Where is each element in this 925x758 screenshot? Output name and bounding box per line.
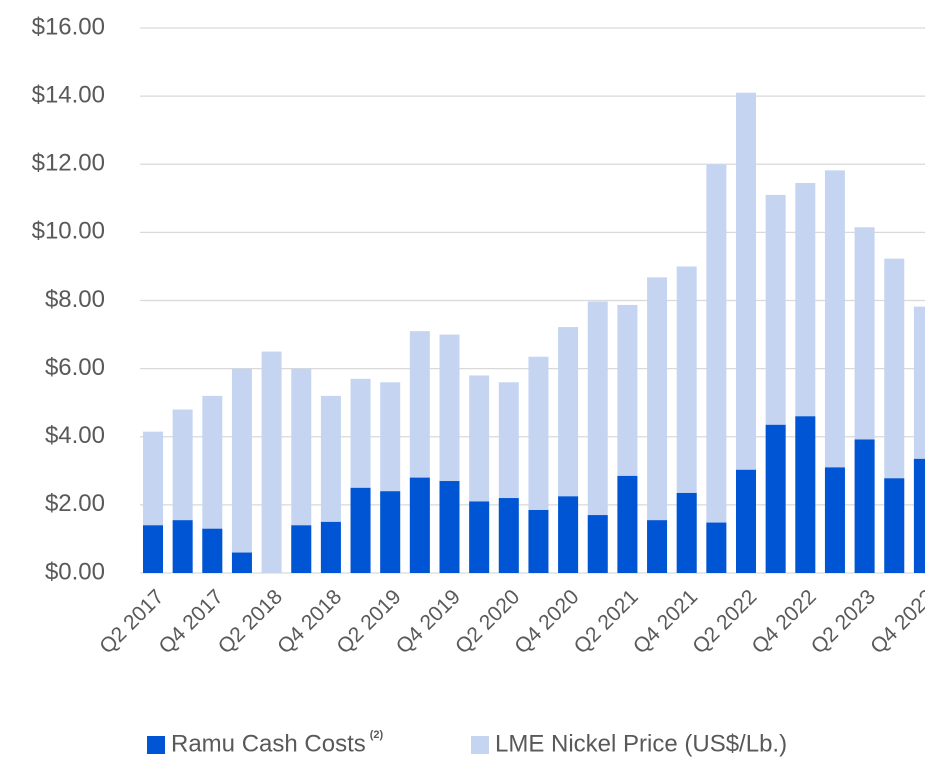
bar xyxy=(498,498,519,573)
bar xyxy=(528,509,549,573)
y-tick-label: $10.00 xyxy=(32,218,105,245)
legend-footnote: (2) xyxy=(370,729,384,741)
x-tick-label: Q4 2021 xyxy=(629,585,702,658)
bar xyxy=(913,458,925,573)
legend-swatch xyxy=(471,736,489,754)
bar xyxy=(380,491,401,573)
bar xyxy=(913,306,925,573)
bar xyxy=(587,515,608,573)
y-tick-label: $0.00 xyxy=(45,558,105,585)
bar xyxy=(469,501,490,573)
bar xyxy=(676,492,697,573)
legend-swatch xyxy=(147,736,165,754)
bar xyxy=(409,477,430,573)
x-tick-label: Q4 2018 xyxy=(273,585,346,658)
bar xyxy=(587,301,608,573)
bar xyxy=(795,416,816,573)
bar xyxy=(765,424,786,573)
y-tick-label: $4.00 xyxy=(45,422,105,449)
y-tick-label: $12.00 xyxy=(32,150,105,177)
bar xyxy=(706,522,727,573)
x-tick-label: Q2 2017 xyxy=(95,585,168,658)
bar xyxy=(172,520,193,573)
x-tick-label: Q2 2019 xyxy=(332,585,405,658)
bar xyxy=(231,552,252,573)
bar xyxy=(706,164,727,573)
bar xyxy=(261,351,282,573)
y-tick-label: $6.00 xyxy=(45,354,105,381)
x-tick-label: Q2 2021 xyxy=(570,585,643,658)
y-tick-label: $16.00 xyxy=(32,13,105,40)
bar xyxy=(202,528,223,573)
y-tick-label: $14.00 xyxy=(32,81,105,108)
bar xyxy=(884,478,905,573)
legend: Ramu Cash Costs (2) LME Nickel Price (US$/… xyxy=(147,729,787,757)
bar xyxy=(320,521,341,573)
legend-label: Ramu Cash Costs xyxy=(171,730,366,757)
bar xyxy=(558,496,579,573)
x-tick-label: Q2 2018 xyxy=(214,585,287,658)
x-tick-label: Q2 2020 xyxy=(451,585,524,658)
bar xyxy=(736,469,756,573)
x-tick-label: Q4 2019 xyxy=(392,585,465,658)
x-tick-label: Q4 2017 xyxy=(155,585,228,658)
bar xyxy=(291,368,312,573)
x-tick-label: Q2 2023 xyxy=(807,585,880,658)
bar xyxy=(350,487,371,573)
bar xyxy=(647,520,668,573)
x-tick-label: Q4 2023 xyxy=(866,585,925,658)
bars xyxy=(143,92,925,573)
y-tick-label: $8.00 xyxy=(45,286,105,313)
bar xyxy=(143,525,163,573)
bar xyxy=(231,368,252,573)
x-tick-label: Q2 2022 xyxy=(688,585,761,658)
bar xyxy=(439,481,460,573)
y-tick-label: $2.00 xyxy=(45,490,105,517)
x-tick-label: Q4 2022 xyxy=(748,585,821,658)
legend-label: LME Nickel Price (US$/Lb.) xyxy=(495,730,787,757)
bar xyxy=(617,475,638,573)
bar xyxy=(736,92,756,573)
x-tick-label: Q4 2020 xyxy=(510,585,583,658)
bar xyxy=(647,277,668,573)
bar xyxy=(291,525,312,573)
bar xyxy=(854,439,875,573)
bar xyxy=(824,467,845,573)
